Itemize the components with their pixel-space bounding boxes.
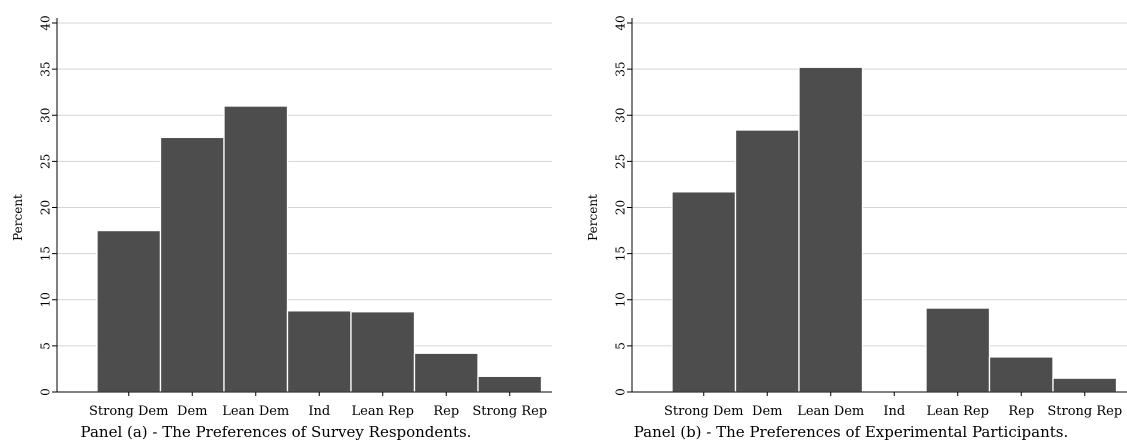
- y-tick-label: 30: [39, 108, 53, 123]
- bar-lean-rep: [925, 307, 991, 393]
- x-tick-label: Dem: [752, 404, 782, 419]
- panel-b-chart: 0 5 10 15 20 25 30 35 40 Percent Strong Dem Dem Lean…: [586, 15, 1127, 441]
- panel-caption: Panel (b) - The Preferences of Experimen…: [634, 423, 1068, 441]
- x-tick-label: Lean Rep: [927, 404, 989, 419]
- bar-ind: [286, 310, 352, 393]
- bar-lean-rep: [350, 311, 416, 393]
- bar-dem: [159, 136, 225, 393]
- y-tick-label: 40: [39, 15, 53, 30]
- axes: [52, 18, 552, 393]
- y-axis-label: Percent: [586, 194, 600, 241]
- bar-dem: [734, 129, 800, 393]
- x-tick-label: Lean Dem: [222, 404, 289, 419]
- x-tick-label: Strong Rep: [472, 404, 547, 419]
- x-tick-label: Ind: [308, 404, 330, 419]
- y-tick-label: 20: [614, 200, 628, 215]
- x-tick-label: Rep: [433, 404, 459, 419]
- bar-strong-rep: [477, 375, 543, 393]
- x-tick-label: Strong Dem: [89, 404, 168, 419]
- x-tick-label: Lean Dem: [797, 404, 864, 419]
- x-tick-label: Strong Rep: [1047, 404, 1122, 419]
- panel-a-chart: 0 5 10 15 20 25 30 35 40 Percent Strong Dem Dem Lean…: [11, 15, 552, 441]
- y-tick-label: 5: [614, 342, 628, 350]
- panel-caption: Panel (a) - The Preferences of Survey Re…: [81, 423, 472, 441]
- y-tick-label: 5: [39, 342, 53, 350]
- x-tick-label: Dem: [177, 404, 207, 419]
- x-tick-label: Ind: [883, 404, 905, 419]
- axes: [627, 18, 1127, 393]
- y-tick-label: 35: [614, 61, 628, 76]
- bars: [96, 105, 543, 393]
- y-tick-label: 0: [614, 388, 628, 396]
- bar-lean-dem: [223, 105, 289, 393]
- x-tick-label: Rep: [1008, 404, 1034, 419]
- y-tick-label: 25: [39, 154, 53, 169]
- x-tick-label: Lean Rep: [352, 404, 414, 419]
- bars: [671, 66, 1118, 393]
- y-tick-label: 40: [614, 15, 628, 30]
- y-tick-label: 15: [39, 246, 53, 261]
- bar-strong-dem: [671, 191, 737, 393]
- bar-rep: [988, 356, 1054, 393]
- y-tick-label: 15: [614, 246, 628, 261]
- y-axis-label: Percent: [11, 194, 25, 241]
- y-tick-label: 10: [614, 292, 628, 307]
- bar-strong-rep: [1052, 377, 1118, 393]
- panel-b: 0 5 10 15 20 25 30 35 40 Percent Strong Dem Dem Lean…: [575, 0, 1127, 442]
- y-tick-label: 20: [39, 200, 53, 215]
- y-tick-label: 10: [39, 292, 53, 307]
- y-tick-label: 30: [614, 108, 628, 123]
- bar-strong-dem: [96, 229, 162, 393]
- y-tick-label: 0: [39, 388, 53, 396]
- x-tick-label: Strong Dem: [664, 404, 743, 419]
- bar-lean-dem: [798, 66, 864, 393]
- panel-a: 0 5 10 15 20 25 30 35 40 Percent Strong Dem Dem Lean…: [0, 0, 563, 442]
- y-tick-label: 35: [39, 61, 53, 76]
- y-tick-label: 25: [614, 154, 628, 169]
- bar-rep: [413, 352, 479, 393]
